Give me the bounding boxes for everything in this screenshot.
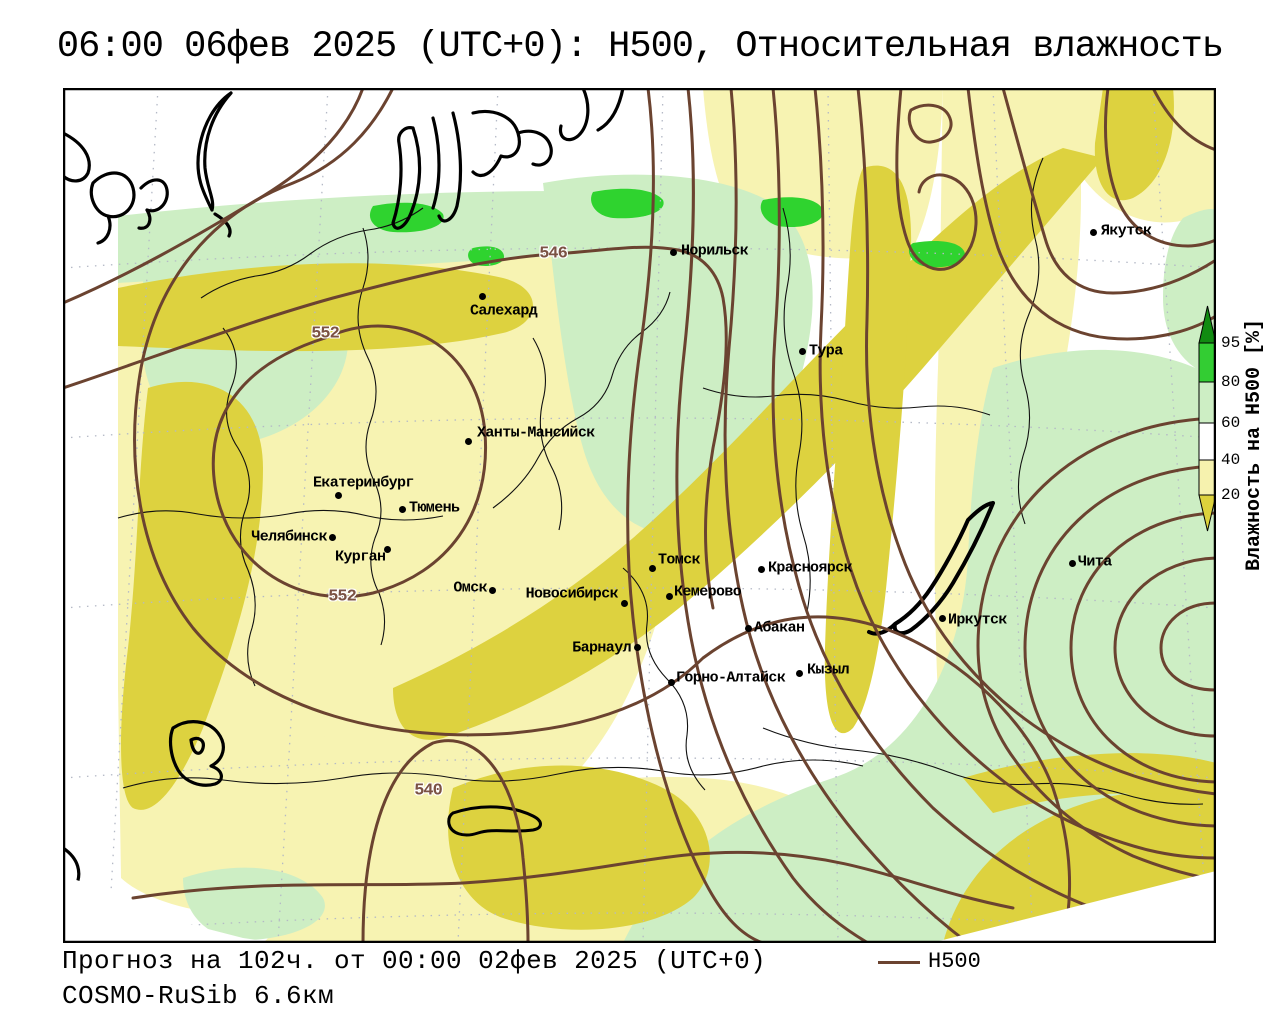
page-title: 06:00 06фев 2025 (UTC+0): H500, Относите… [56, 26, 1224, 68]
lake-baikal [867, 501, 995, 636]
colorbar-tick-label: 20 [1221, 486, 1241, 504]
h500-legend-label: H500 [928, 949, 981, 974]
forecast-info-line: Прогноз на 102ч. от 00:00 02фев 2025 (UT… [62, 946, 767, 976]
colorbar-tick-label: 40 [1221, 451, 1241, 469]
kanin-peninsula [137, 178, 169, 230]
h500-legend-line [878, 961, 920, 964]
colorbar-tick-label: 95 [1221, 334, 1241, 352]
vaygach-island [213, 212, 232, 238]
colorbar [1198, 305, 1217, 532]
humidity-shading [118, 88, 1216, 943]
white-sea [89, 171, 136, 245]
taymyr-coast [558, 86, 625, 142]
coastlines [61, 86, 995, 905]
colorbar-tick-label: 80 [1221, 373, 1241, 391]
weather-map [61, 86, 1218, 945]
gydan-peninsula [471, 110, 553, 178]
map-frame [62, 87, 1217, 944]
region-borders [117, 157, 1204, 805]
ob-gulf [431, 111, 463, 223]
colorbar-arrow-bottom [1198, 494, 1217, 532]
h500-contours [61, 86, 1218, 945]
colorbar-tick-label: 60 [1221, 414, 1241, 432]
map-canvas [61, 86, 1218, 945]
yamal-peninsula [391, 126, 422, 230]
domain-edge-mask [63, 871, 1216, 943]
aral-sea [168, 720, 225, 787]
model-info-line: COSMO-RuSib 6.6км [62, 981, 335, 1011]
lake-balkhash [447, 805, 542, 837]
scandinavia-coast [61, 131, 91, 183]
novaya-zemlya [196, 91, 233, 212]
colorbar-axis-title: Влажность на H500 [%] [1243, 318, 1266, 572]
